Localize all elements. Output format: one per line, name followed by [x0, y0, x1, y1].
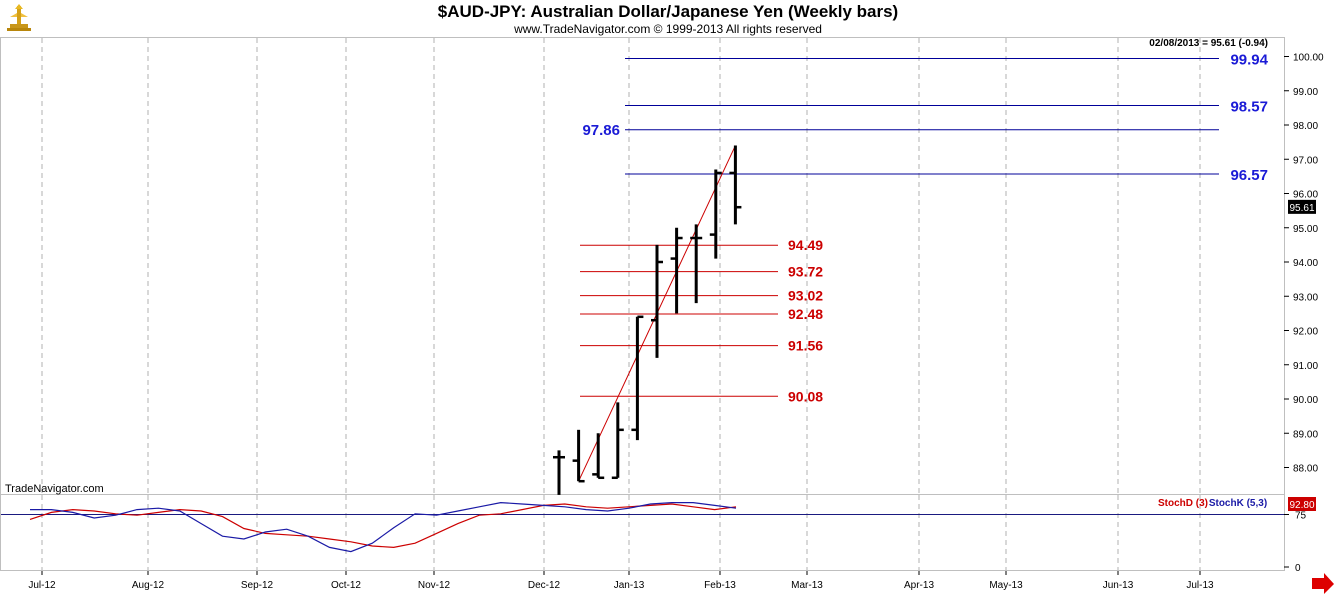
stoch-legend-entry: StochK (5,3)	[1209, 498, 1267, 509]
stoch-series-line	[29, 503, 737, 549]
fib-level-label: 93.72	[788, 264, 823, 280]
watermark-text: TradeNavigator.com	[5, 483, 104, 495]
x-tick-label: May-13	[989, 580, 1023, 591]
x-tick-label: Jul-12	[28, 580, 56, 591]
chart-header: $AUD-JPY: Australian Dollar/Japanese Yen…	[0, 0, 1336, 37]
fib-level-label: 96.57	[1230, 167, 1268, 184]
stoch-y-tick-label: 75	[1295, 511, 1307, 522]
x-tick-label: Jun-13	[1103, 580, 1134, 591]
date-axis-band	[0, 571, 1336, 594]
price-bars	[553, 145, 742, 495]
x-tick-label: Jan-13	[614, 580, 645, 591]
y-tick-label: 89.00	[1293, 429, 1318, 440]
last-price-label: 95.61	[1289, 203, 1314, 214]
fib-level-label: 97.86	[582, 122, 620, 139]
x-tick-label: Feb-13	[704, 580, 736, 591]
fib-level-label: 99.94	[1230, 52, 1268, 69]
stoch-panel-frame	[0, 494, 1285, 571]
grid-lines	[41, 38, 1201, 570]
price-axis: 88.00 89.00 90.00 91.00 92.00 93.00 94.00 95.00…	[1284, 53, 1324, 475]
ohlc-bar	[611, 402, 624, 480]
ohlc-bar	[729, 145, 742, 225]
x-tick-label: Mar-13	[791, 580, 823, 591]
stoch-last-value-box	[1288, 497, 1316, 511]
last-price-box	[1288, 199, 1316, 214]
ohlc-bar	[709, 169, 722, 259]
trade-navigator-logo-icon	[7, 4, 31, 31]
date-axis: Jul-12 Aug-12 Sep-12 Oct-12 Nov-12 Dec-12 Jan-…	[28, 571, 1214, 591]
fib-level-label: 92.48	[788, 306, 823, 322]
y-tick-label: 100.00	[1293, 53, 1324, 64]
ohlc-bar	[592, 433, 605, 480]
x-tick-label: Aug-12	[132, 580, 165, 591]
fib-level-label: 90.08	[788, 388, 823, 404]
fib-level-label: 94.49	[788, 237, 823, 253]
ohlc-bar	[631, 315, 644, 441]
x-tick-label: Dec-12	[528, 580, 561, 591]
ohlc-bar	[670, 227, 683, 314]
scroll-right-arrow-icon[interactable]	[1312, 573, 1334, 594]
x-tick-label: Apr-13	[904, 580, 934, 591]
copyright-text: www.TradeNavigator.com © 1999-2013 All r…	[514, 22, 822, 36]
x-tick-label: Oct-12	[331, 580, 361, 591]
stoch-last-value-label: 92.80	[1289, 500, 1314, 511]
y-tick-label: 93.00	[1293, 292, 1318, 303]
ohlc-bar	[572, 429, 585, 483]
fib-level-label: 98.57	[1230, 98, 1268, 115]
stoch-legend-entry: StochD (3)	[1158, 498, 1208, 509]
ohlc-bar	[690, 224, 703, 304]
x-tick-label: Nov-12	[418, 580, 451, 591]
fib-level-label: 93.02	[788, 288, 823, 304]
y-tick-label: 99.00	[1293, 87, 1318, 98]
y-tick-label: 98.00	[1293, 121, 1318, 132]
ohlc-bar	[651, 244, 663, 358]
price-status-text: 02/08/2013 = 95.61 (-0.94)	[1149, 38, 1268, 49]
y-tick-label: 94.00	[1293, 258, 1318, 269]
y-tick-label: 88.00	[1293, 464, 1318, 475]
ohlc-bar	[553, 450, 565, 495]
fibonacci-levels: 99.94 98.57 97.86 96.57 94.49 93.72 93.02 92.48…	[580, 52, 1269, 404]
stoch-series-line	[30, 501, 737, 553]
y-tick-label: 92.00	[1293, 327, 1318, 338]
y-tick-label: 96.00	[1293, 190, 1318, 201]
price-panel-frame	[0, 37, 1285, 495]
stoch-y-tick-label: 0	[1295, 563, 1301, 574]
y-tick-label: 91.00	[1293, 361, 1318, 372]
chart-title: $AUD-JPY: Australian Dollar/Japanese Yen…	[437, 2, 899, 21]
y-tick-label: 97.00	[1293, 155, 1318, 166]
y-tick-label: 95.00	[1293, 224, 1318, 235]
x-tick-label: Jul-13	[1186, 580, 1214, 591]
fib-level-label: 91.56	[788, 338, 823, 354]
y-tick-label: 90.00	[1293, 395, 1318, 406]
x-tick-label: Sep-12	[241, 580, 274, 591]
